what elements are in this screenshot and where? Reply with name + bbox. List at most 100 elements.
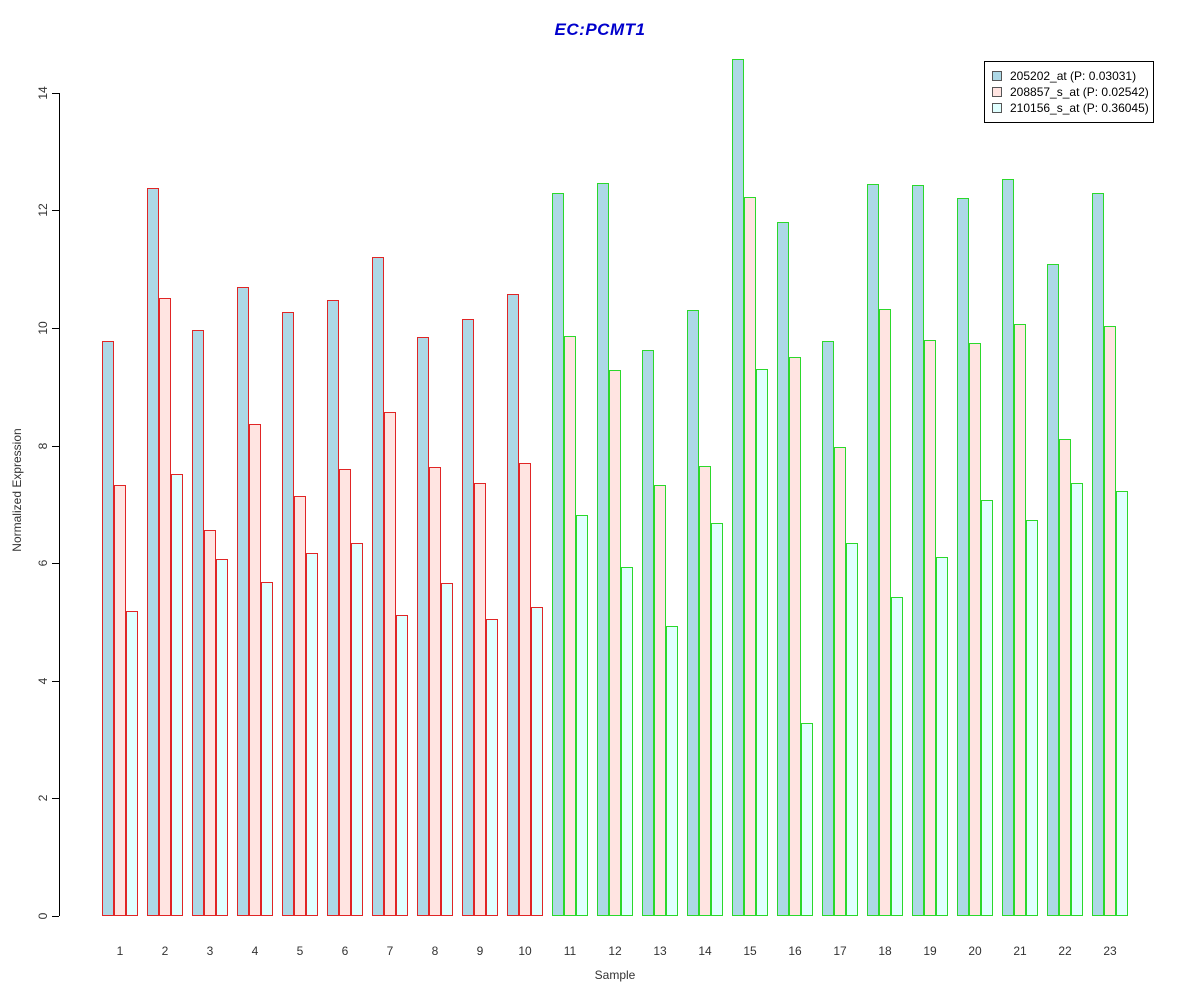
x-tick-label-sample-18: 18	[878, 944, 892, 958]
chart-title: EC:PCMT1	[554, 20, 646, 39]
y-tick-label: 6	[36, 559, 50, 567]
bar-sample12-210156_s_at	[621, 567, 633, 916]
bar-sample17-210156_s_at	[846, 542, 858, 916]
y-axis-title: Normalized Expression	[10, 428, 24, 552]
legend-label: 205202_at (P: 0.03031)	[1010, 69, 1137, 83]
y-axis-tick	[52, 328, 59, 329]
bar-sample2-208857_s_at	[159, 298, 171, 916]
y-tick-label: 2	[36, 795, 50, 802]
bar-sample1-205202_at	[102, 340, 114, 916]
bar-sample9-205202_at	[462, 319, 474, 916]
y-tick-label: 14	[36, 86, 50, 100]
bar-sample22-205202_at	[1047, 263, 1059, 916]
x-tick-label-sample-20: 20	[968, 944, 982, 958]
x-tick-label-sample-7: 7	[386, 944, 394, 958]
x-tick-label-sample-9: 9	[476, 944, 484, 958]
bar-sample9-208857_s_at	[474, 483, 486, 916]
bar-sample15-210156_s_at	[756, 369, 768, 916]
bar-sample11-205202_at	[552, 192, 564, 916]
bar-sample15-205202_at	[732, 58, 744, 916]
x-tick-label-sample-12: 12	[608, 944, 622, 958]
y-axis-tick	[52, 563, 59, 565]
bar-sample20-208857_s_at	[969, 343, 981, 916]
y-tick-label: 10	[36, 321, 50, 335]
bar-sample14-210156_s_at	[711, 523, 723, 916]
bar-sample13-208857_s_at	[654, 484, 666, 916]
bar-sample22-210156_s_at	[1071, 483, 1083, 916]
legend-label: 208857_s_at (P: 0.02542)	[1010, 85, 1149, 99]
x-tick-label-sample-11: 11	[563, 944, 577, 958]
y-tick-label: 0	[36, 912, 50, 920]
bar-sample17-208857_s_at	[834, 446, 846, 916]
bar-sample12-205202_at	[597, 183, 609, 916]
bar-sample3-208857_s_at	[204, 530, 216, 916]
bar-sample8-205202_at	[417, 336, 429, 916]
bar-sample20-205202_at	[957, 198, 969, 916]
bar-sample19-208857_s_at	[924, 339, 936, 916]
bar-sample21-210156_s_at	[1026, 520, 1038, 916]
bar-sample18-205202_at	[867, 183, 879, 916]
legend-item: 208857_s_at (P: 0.02542)	[992, 84, 1149, 100]
bar-sample2-205202_at	[147, 188, 159, 916]
bar-sample10-205202_at	[507, 293, 519, 916]
y-axis-line	[59, 92, 60, 916]
bar-sample13-205202_at	[642, 350, 654, 916]
x-tick-label-sample-6: 6	[341, 944, 349, 958]
legend-label: 210156_s_at (P: 0.36045)	[1010, 101, 1149, 115]
bar-sample5-205202_at	[282, 312, 294, 916]
bar-sample3-205202_at	[192, 329, 204, 916]
bar-sample14-208857_s_at	[699, 465, 711, 916]
x-tick-label-sample-5: 5	[296, 944, 304, 958]
bar-sample19-210156_s_at	[936, 556, 948, 916]
bar-sample19-205202_at	[912, 185, 924, 916]
bar-sample5-210156_s_at	[306, 553, 318, 916]
bar-sample10-210156_s_at	[531, 606, 543, 916]
x-tick-label-sample-16: 16	[788, 944, 802, 958]
y-tick-label: 4	[36, 677, 50, 685]
bar-sample14-205202_at	[687, 310, 699, 916]
bar-sample17-205202_at	[822, 340, 834, 916]
bar-sample6-205202_at	[327, 300, 339, 916]
x-tick-label-sample-22: 22	[1058, 944, 1072, 958]
x-tick-label-sample-10: 10	[518, 944, 532, 958]
legend-swatch-icon	[992, 103, 1002, 113]
x-axis-title: Sample	[594, 968, 636, 982]
bar-sample7-205202_at	[372, 256, 384, 916]
bar-sample16-205202_at	[777, 221, 789, 916]
bar-sample7-208857_s_at	[384, 412, 396, 916]
x-tick-label-sample-14: 14	[698, 944, 712, 958]
bar-sample8-208857_s_at	[429, 467, 441, 916]
y-axis-tick	[52, 916, 59, 917]
bar-sample15-208857_s_at	[744, 197, 756, 916]
legend-swatch-icon	[992, 87, 1002, 97]
y-axis-tick	[52, 445, 59, 447]
bar-sample20-210156_s_at	[981, 499, 993, 916]
x-tick-label-sample-8: 8	[431, 944, 439, 958]
bar-sample1-210156_s_at	[126, 610, 138, 916]
bar-sample1-208857_s_at	[114, 484, 126, 916]
x-tick-label-sample-2: 2	[161, 944, 169, 958]
bar-sample4-210156_s_at	[261, 582, 273, 916]
bar-sample10-208857_s_at	[519, 463, 531, 916]
y-tick-label: 8	[36, 442, 50, 449]
x-tick-label-sample-23: 23	[1103, 944, 1117, 958]
bar-sample11-210156_s_at	[576, 514, 588, 916]
x-tick-label-sample-4: 4	[251, 944, 259, 958]
bar-sample16-208857_s_at	[789, 357, 801, 916]
bar-sample4-205202_at	[237, 286, 249, 916]
bar-sample21-205202_at	[1002, 178, 1014, 916]
y-axis-tick	[52, 210, 59, 212]
legend-item: 205202_at (P: 0.03031)	[992, 68, 1145, 84]
bar-sample9-210156_s_at	[486, 619, 498, 916]
y-tick-label: 12	[36, 203, 50, 218]
bar-sample8-210156_s_at	[441, 583, 453, 916]
bar-sample18-208857_s_at	[879, 308, 891, 916]
bar-sample23-208857_s_at	[1104, 325, 1116, 916]
y-axis-tick	[52, 798, 59, 800]
legend-item: 210156_s_at (P: 0.36045)	[992, 100, 1149, 116]
bar-sample7-210156_s_at	[396, 614, 408, 916]
bar-sample3-210156_s_at	[216, 559, 228, 916]
bar-sample2-210156_s_at	[171, 473, 183, 916]
bar-sample4-208857_s_at	[249, 423, 261, 916]
